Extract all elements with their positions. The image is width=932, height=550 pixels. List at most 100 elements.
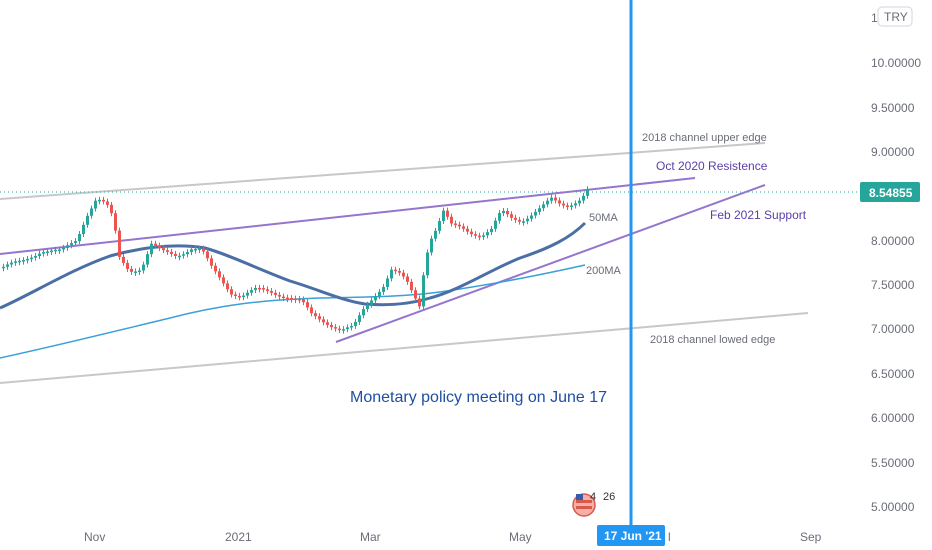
svg-text:8.54855: 8.54855: [869, 186, 913, 200]
candle-body: [254, 287, 257, 291]
candle-body: [158, 245, 161, 249]
y-tick-label: 7.00000: [871, 322, 915, 336]
svg-text:4: 4: [590, 491, 596, 503]
candle-body: [138, 270, 141, 272]
candle-body: [422, 275, 425, 307]
candle-body: [46, 251, 49, 253]
y-tick-label: 9.50000: [871, 101, 915, 115]
candle-body: [238, 295, 241, 298]
y-tick-label: 8.00000: [871, 234, 915, 248]
candle-body: [522, 221, 525, 223]
candle-body: [130, 268, 133, 272]
annotation-channel-lower: 2018 channel lowed edge: [650, 334, 775, 346]
annotation-channel-upper: 2018 channel upper edge: [642, 132, 767, 144]
candle-body: [262, 288, 265, 290]
candle-body: [566, 205, 569, 207]
candle-body: [570, 205, 573, 207]
candle-body: [302, 299, 305, 303]
candle-body: [38, 253, 41, 256]
candle-body: [282, 296, 285, 299]
y-tick-label: 5.50000: [871, 456, 915, 470]
candle-body: [74, 241, 77, 244]
candle-body: [166, 250, 169, 252]
candle-body: [582, 195, 585, 201]
candle-body: [450, 216, 453, 224]
candle-body: [206, 251, 209, 259]
feb-2021-support-line: [335, 184, 766, 343]
candle-body: [270, 290, 273, 293]
y-tick-label: 5.00000: [871, 500, 915, 514]
candle-body: [418, 298, 421, 307]
candle-body: [194, 248, 197, 251]
candle-body: [506, 210, 509, 215]
candle-body: [562, 203, 565, 206]
candle-body: [586, 189, 589, 196]
candle-body: [510, 214, 513, 218]
svg-text:26: 26: [603, 491, 615, 503]
candle-body: [442, 210, 445, 222]
y-tick-label: 10.00000: [871, 56, 921, 70]
candle-body: [54, 249, 57, 252]
candle-body: [178, 255, 181, 258]
candle-body: [574, 203, 577, 206]
candle-body: [274, 292, 277, 295]
candle-body: [426, 252, 429, 276]
candle-body: [338, 328, 341, 331]
candle-body: [14, 261, 17, 263]
candle-body: [186, 252, 189, 255]
x-tick-label: l: [668, 530, 671, 544]
y-tick-label: 6.50000: [871, 367, 915, 381]
candle-body: [546, 200, 549, 205]
candle-body: [530, 215, 533, 219]
candle-body: [398, 271, 401, 273]
candle-body: [462, 226, 465, 229]
candle-body: [170, 251, 173, 254]
channel-upper-edge-line: [0, 142, 766, 200]
candle-body: [78, 234, 81, 242]
candle-body: [306, 302, 309, 308]
date-tag: 17 Jun '21: [597, 525, 665, 546]
candle-body: [374, 296, 377, 301]
candle-body: [334, 327, 337, 329]
svg-text:TRY: TRY: [884, 10, 908, 24]
oct-2020-resistance-line: [0, 177, 696, 255]
annotation-oct-resistance: Oct 2020 Resistence: [656, 159, 768, 173]
candle-body: [326, 322, 329, 325]
candle-body: [154, 243, 157, 246]
candle-body: [342, 329, 345, 331]
candle-body: [174, 253, 177, 256]
candle-body: [6, 264, 9, 267]
annotation-50ma: 50MA: [589, 212, 618, 224]
candle-body: [578, 200, 581, 204]
candle-body: [542, 204, 545, 209]
y-axis: 10.00000 9.50000 9.00000 8.00000 7.50000…: [871, 11, 921, 514]
y-tick-label: 6.00000: [871, 411, 915, 425]
us-flag-event-icon[interactable]: 4 26: [572, 491, 615, 517]
candle-body: [314, 313, 317, 317]
candle-body: [394, 269, 397, 272]
candle-body: [390, 269, 393, 279]
candle-body: [486, 232, 489, 236]
candle-body: [430, 238, 433, 253]
candle-body: [382, 286, 385, 292]
candle-body: [150, 243, 153, 255]
candle-body: [502, 210, 505, 214]
candle-body: [146, 254, 149, 265]
candle-body: [126, 262, 129, 269]
candle-body: [414, 290, 417, 299]
candle-body: [118, 230, 121, 257]
candle-body: [550, 197, 553, 201]
candle-body: [454, 223, 457, 226]
candle-body: [322, 319, 325, 323]
x-axis: Nov 2021 Mar May l Sep: [84, 530, 822, 544]
candle-body: [498, 213, 501, 221]
currency-badge[interactable]: TRY: [877, 6, 913, 27]
candle-body: [30, 257, 33, 260]
ma200-line: [0, 264, 586, 359]
candle-body: [70, 243, 73, 246]
x-tick-label: Nov: [84, 530, 105, 544]
candle-body: [66, 245, 69, 248]
candle-body: [278, 294, 281, 297]
candle-body: [358, 315, 361, 322]
